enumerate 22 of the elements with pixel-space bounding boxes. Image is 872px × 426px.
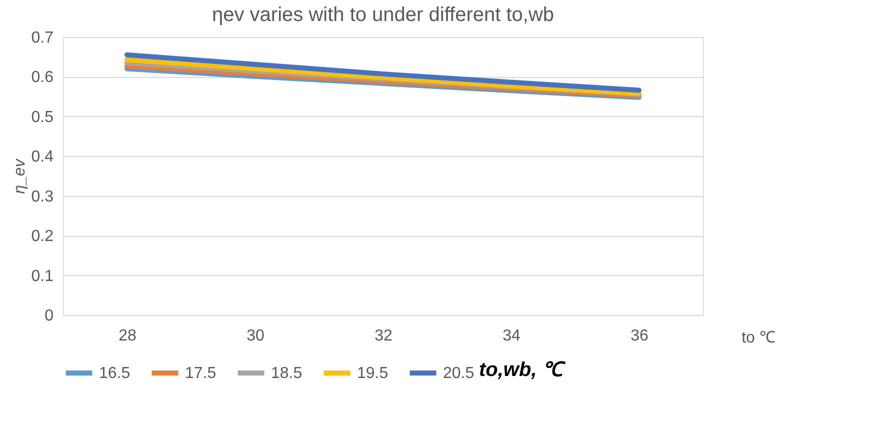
legend-label: 18.5 [271,365,302,382]
legend-label: 19.5 [357,365,388,382]
y-tick-label: 0.4 [31,148,54,166]
x-tick-label: 30 [246,328,264,344]
x-tick-label: 32 [374,328,392,344]
y-tick-label: 0.1 [31,268,54,285]
legend-title: to,wb, ℃ [479,359,566,381]
chart-title: ηev varies with to under different to,wb [212,4,554,26]
x-axis-title: to ℃ [742,330,776,346]
y-tick-label: 0 [44,308,54,324]
legend-label: 16.5 [99,365,130,382]
legend-label: 17.5 [185,365,216,382]
y-tick-label: 0.7 [31,30,54,46]
y-tick-label: 0.2 [31,228,54,246]
x-tick-label: 28 [118,328,136,344]
x-tick-label: 36 [630,328,648,344]
y-tick-label: 0.6 [31,69,54,86]
y-axis-title: η_ev [11,158,28,194]
legend-label: 20.5 [443,365,474,382]
y-tick-label: 0.5 [31,108,54,126]
x-tick-label: 34 [502,328,520,344]
y-tick-label: 0.3 [31,188,54,206]
